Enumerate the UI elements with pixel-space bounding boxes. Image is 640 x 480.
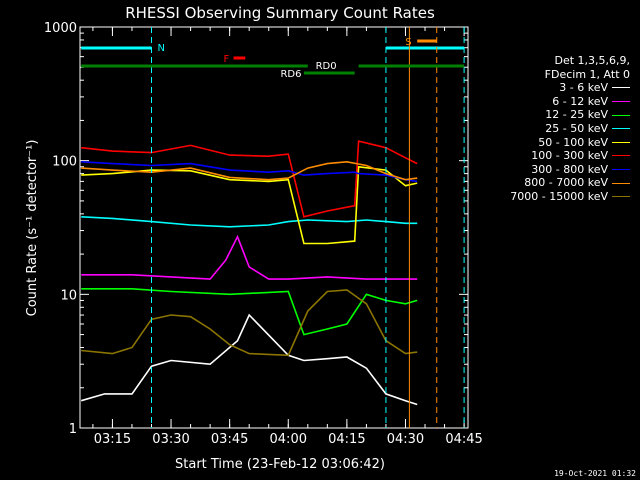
legend-header-line: Det 1,3,5,6,9, (554, 54, 630, 67)
x-tick-label: 03:45 (211, 432, 248, 447)
legend-swatch (612, 101, 630, 103)
annotation-label: F (224, 54, 230, 65)
legend-entries: 3 - 6 keV 6 - 12 keV 12 - 25 keV 25 - 50 ke… (472, 81, 632, 203)
legend-label: 300 - 800 keV (531, 162, 608, 176)
legend-entry: 300 - 800 keV (472, 163, 632, 177)
series-line (81, 140, 418, 218)
plot-annotations: N F S RD0 RD6 (81, 27, 465, 428)
legend-entry: 25 - 50 keV (472, 122, 632, 136)
legend-swatch (612, 87, 630, 89)
plot-area-border (79, 26, 469, 429)
legend-header-line: FDecim 1, Att 0 (544, 67, 630, 81)
legend-label: 100 - 300 keV (531, 149, 608, 163)
legend-swatch (612, 114, 630, 116)
legend-swatch (612, 155, 630, 157)
y-tick-label: 1 (69, 422, 77, 437)
y-tick-label: 1000 (44, 21, 77, 36)
legend-entry: 7000 - 15000 keV (472, 190, 632, 204)
annotation-label: RD6 (280, 69, 301, 80)
plot-frame: 1 10 100 1000 03:15 03:30 03:45 04:00 04:15 04:30… (44, 21, 483, 447)
series-line (81, 287, 418, 336)
annotation-label: RD0 (316, 61, 337, 72)
legend-entry: 100 - 300 keV (472, 149, 632, 163)
legend-swatch (612, 169, 630, 171)
x-axis-label: Start Time (23-Feb-12 03:06:42) (175, 457, 385, 472)
annotation-label: N (158, 43, 165, 54)
legend-label: 800 - 7000 keV (524, 176, 608, 190)
chart-title: RHESSI Observing Summary Count Rates (125, 4, 435, 22)
legend-entry: 3 - 6 keV (472, 81, 632, 95)
legend: Det 1,3,5,6,9, FDecim 1, Att 0 3 - 6 keV… (472, 54, 632, 204)
legend-label: 12 - 25 keV (545, 108, 608, 122)
legend-label: 7000 - 15000 keV (510, 189, 608, 203)
legend-label: 50 - 100 keV (538, 135, 608, 149)
annotation-label: S (405, 37, 411, 48)
plot-series (80, 140, 418, 406)
x-tick-label: 04:00 (270, 432, 307, 447)
legend-entry: 6 - 12 keV (472, 95, 632, 109)
x-tick-label: 04:45 (445, 432, 482, 447)
legend-label: 6 - 12 keV (552, 94, 608, 108)
y-tick-label: 10 (60, 288, 77, 303)
series-line (81, 165, 418, 245)
y-tick-label: 100 (52, 155, 77, 170)
y-axis-label: Count Rate (s⁻¹ detector⁻¹) (25, 140, 40, 317)
series-line (81, 234, 418, 280)
legend-swatch (612, 182, 630, 184)
series-line (81, 289, 418, 357)
series-line (81, 161, 418, 183)
x-tick-label: 03:15 (94, 432, 131, 447)
legend-entry: 12 - 25 keV (472, 108, 632, 122)
legend-swatch (612, 128, 630, 130)
legend-entry: 50 - 100 keV (472, 136, 632, 150)
series-line (81, 216, 418, 228)
x-tick-label: 04:30 (387, 432, 424, 447)
legend-label: 3 - 6 keV (559, 81, 608, 95)
legend-label: 25 - 50 keV (545, 121, 608, 135)
x-tick-label: 03:30 (152, 432, 189, 447)
legend-swatch (612, 196, 630, 198)
series-line (80, 313, 418, 406)
series-line (81, 160, 418, 181)
x-tick-label: 04:15 (328, 432, 365, 447)
legend-entry: 800 - 7000 keV (472, 176, 632, 190)
footer-timestamp: 19-Oct-2021 01:32 (554, 469, 636, 478)
legend-swatch (612, 141, 630, 143)
